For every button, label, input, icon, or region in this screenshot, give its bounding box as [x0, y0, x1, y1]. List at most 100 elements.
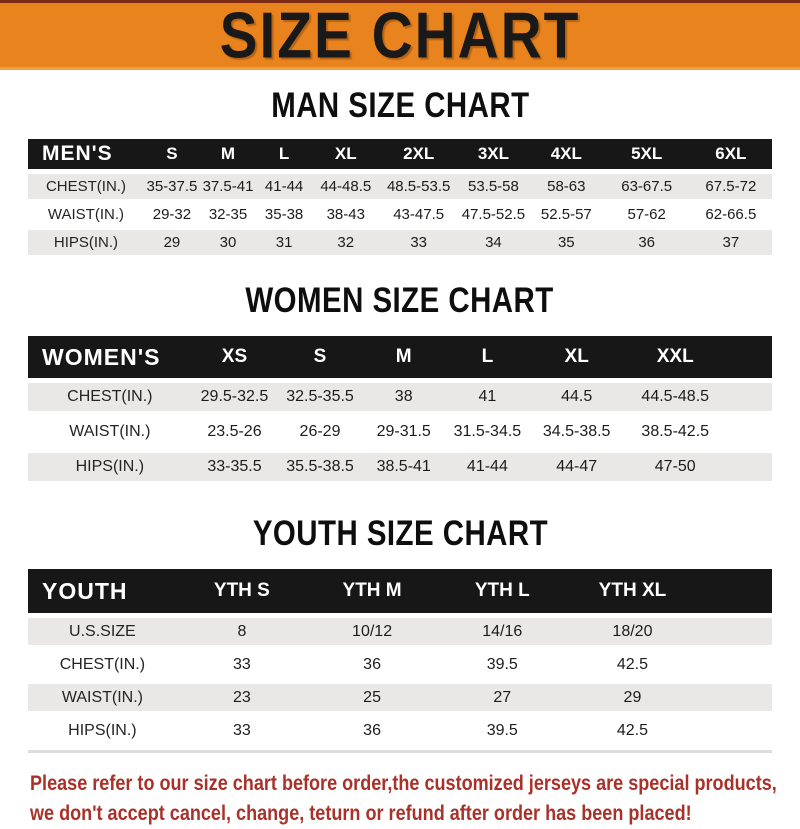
youth-header-bar: YOUTH YTH S YTH M YTH L YTH XL: [28, 569, 772, 618]
men-chest-row: CHEST(IN.) 35-37.5 37.5-41 41-44 44-48.5…: [28, 171, 772, 202]
value-cell: 44.5-48.5: [623, 380, 728, 418]
men-header-label: MEN'S: [28, 139, 144, 174]
value-cell: 18/20: [567, 615, 698, 651]
value-cell: 37: [689, 228, 772, 258]
value-cell: 58-63: [528, 171, 604, 202]
size-header-cell: 3XL: [457, 139, 529, 174]
value-cell: 23.5-26: [191, 414, 278, 453]
size-header-cell: YTH L: [437, 569, 568, 618]
size-header-cell: XXL: [623, 336, 728, 383]
row-label-cell: WAIST(IN.): [28, 200, 144, 230]
value-cell: 30: [199, 228, 257, 258]
spacer-cell: [697, 569, 772, 618]
men-hips-row: HIPS(IN.) 29 30 31 32 33 34 35 36 37: [28, 228, 772, 258]
value-cell: 42.5: [567, 714, 698, 750]
value-cell: 47-50: [623, 449, 728, 488]
youth-table: YOUTH YTH S YTH M YTH L YTH XL U.S.SIZE …: [28, 569, 772, 750]
value-cell: 53.5-58: [457, 171, 529, 202]
women-hips-row: HIPS(IN.) 33-35.5 35.5-38.5 38.5-41 41-4…: [28, 449, 772, 488]
table-bottom-divider: [28, 750, 772, 753]
value-cell: 38.5-42.5: [623, 414, 728, 453]
men-table: MEN'S S M L XL 2XL 3XL 4XL 5XL 6XL CHEST…: [28, 139, 772, 258]
women-section: WOMEN SIZE CHART WOMEN'S XS S M L XL XXL: [0, 280, 800, 488]
value-cell: 67.5-72: [689, 171, 772, 202]
youth-chest-row: CHEST(IN.) 33 36 39.5 42.5: [28, 648, 772, 684]
value-cell: 41-44: [256, 171, 313, 202]
spacer-cell: [697, 681, 772, 717]
value-cell: 43-47.5: [379, 200, 458, 230]
value-cell: 27: [437, 681, 568, 717]
size-header-cell: XL: [312, 139, 380, 174]
men-header-bar: MEN'S S M L XL 2XL 3XL 4XL 5XL 6XL: [28, 139, 772, 174]
value-cell: 25: [306, 681, 438, 717]
value-cell: 29: [567, 681, 698, 717]
value-cell: 42.5: [567, 648, 698, 684]
row-label-cell: HIPS(IN.): [28, 449, 192, 488]
women-chest-row: CHEST(IN.) 29.5-32.5 32.5-35.5 38 41 44.…: [28, 380, 772, 418]
size-header-cell: M: [362, 336, 445, 383]
value-cell: 29-31.5: [362, 414, 445, 453]
row-label-cell: U.S.SIZE: [28, 615, 177, 651]
size-header-cell: XL: [530, 336, 624, 383]
value-cell: 32: [312, 228, 380, 258]
value-cell: 33: [176, 714, 307, 750]
value-cell: 35-37.5: [143, 171, 200, 202]
men-section: MAN SIZE CHART MEN'S S M L XL 2XL 3XL 4X…: [0, 85, 800, 258]
value-cell: 31: [256, 228, 313, 258]
youth-section: YOUTH SIZE CHART YOUTH YTH S YTH M YTH L…: [0, 513, 800, 753]
size-header-cell: L: [256, 139, 313, 174]
size-header-cell: S: [277, 336, 363, 383]
women-heading: WOMEN SIZE CHART: [0, 280, 800, 320]
value-cell: 32.5-35.5: [277, 380, 363, 418]
value-cell: 38-43: [312, 200, 380, 230]
value-cell: 48.5-53.5: [379, 171, 458, 202]
value-cell: 29-32: [143, 200, 200, 230]
men-heading-text: MAN SIZE CHART: [270, 85, 530, 125]
spacer-cell: [697, 615, 772, 651]
value-cell: 33: [176, 648, 307, 684]
spacer-cell: [697, 714, 772, 750]
spacer-cell: [727, 449, 772, 488]
row-label-cell: WAIST(IN.): [28, 414, 192, 453]
youth-heading: YOUTH SIZE CHART: [0, 513, 800, 553]
spacer-cell: [727, 380, 772, 418]
size-header-cell: M: [199, 139, 257, 174]
size-header-cell: 2XL: [379, 139, 458, 174]
notice-line-2: we don't accept cancel, change, teturn o…: [30, 802, 692, 825]
value-cell: 44-48.5: [312, 171, 380, 202]
size-header-cell: L: [444, 336, 531, 383]
value-cell: 47.5-52.5: [457, 200, 529, 230]
value-cell: 32-35: [199, 200, 257, 230]
youth-hips-row: HIPS(IN.) 33 36 39.5 42.5: [28, 714, 772, 750]
size-header-cell: 6XL: [689, 139, 772, 174]
value-cell: 62-66.5: [689, 200, 772, 230]
banner: SIZE CHART: [0, 0, 800, 71]
row-label-cell: WAIST(IN.): [28, 681, 177, 717]
value-cell: 34.5-38.5: [530, 414, 624, 453]
footer-notice: Please refer to our size chart before or…: [30, 769, 800, 829]
value-cell: 35: [528, 228, 604, 258]
value-cell: 26-29: [277, 414, 363, 453]
value-cell: 41: [444, 380, 531, 418]
value-cell: 35-38: [256, 200, 313, 230]
value-cell: 14/16: [437, 615, 568, 651]
value-cell: 39.5: [437, 714, 568, 750]
value-cell: 36: [306, 714, 438, 750]
value-cell: 8: [176, 615, 307, 651]
youth-waist-row: WAIST(IN.) 23 25 27 29: [28, 681, 772, 717]
row-label-cell: CHEST(IN.): [28, 648, 177, 684]
value-cell: 38.5-41: [362, 449, 445, 488]
value-cell: 29.5-32.5: [191, 380, 278, 418]
row-label-cell: HIPS(IN.): [28, 714, 177, 750]
size-header-cell: 4XL: [528, 139, 604, 174]
size-header-cell: YTH M: [306, 569, 438, 618]
value-cell: 37.5-41: [199, 171, 257, 202]
value-cell: 31.5-34.5: [444, 414, 531, 453]
size-header-cell: YTH XL: [567, 569, 698, 618]
value-cell: 10/12: [306, 615, 438, 651]
value-cell: 63-67.5: [603, 171, 690, 202]
value-cell: 36: [603, 228, 690, 258]
value-cell: 23: [176, 681, 307, 717]
value-cell: 39.5: [437, 648, 568, 684]
